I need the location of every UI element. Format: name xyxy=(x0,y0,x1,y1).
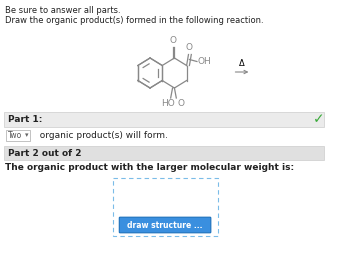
Text: O: O xyxy=(186,44,193,52)
Text: OH: OH xyxy=(198,57,212,66)
Text: HO: HO xyxy=(161,99,175,108)
Bar xyxy=(4,146,324,160)
Text: Be sure to answer all parts.: Be sure to answer all parts. xyxy=(5,6,120,15)
Text: organic product(s) will form.: organic product(s) will form. xyxy=(34,131,168,140)
Bar xyxy=(6,130,30,141)
Text: Part 2 out of 2: Part 2 out of 2 xyxy=(8,148,82,157)
Text: O: O xyxy=(170,36,177,45)
FancyBboxPatch shape xyxy=(119,217,211,233)
Text: ✓: ✓ xyxy=(313,113,325,127)
Text: O: O xyxy=(177,99,184,108)
Text: draw structure ...: draw structure ... xyxy=(127,221,203,230)
Text: Δ: Δ xyxy=(239,59,245,68)
Text: Draw the organic product(s) formed in the following reaction.: Draw the organic product(s) formed in th… xyxy=(5,16,263,25)
Text: Two: Two xyxy=(7,131,22,140)
Text: The organic product with the larger molecular weight is:: The organic product with the larger mole… xyxy=(5,163,294,172)
Text: ▾: ▾ xyxy=(25,132,28,139)
Bar xyxy=(113,178,218,236)
Text: Part 1:: Part 1: xyxy=(8,115,43,124)
Bar xyxy=(4,112,324,127)
